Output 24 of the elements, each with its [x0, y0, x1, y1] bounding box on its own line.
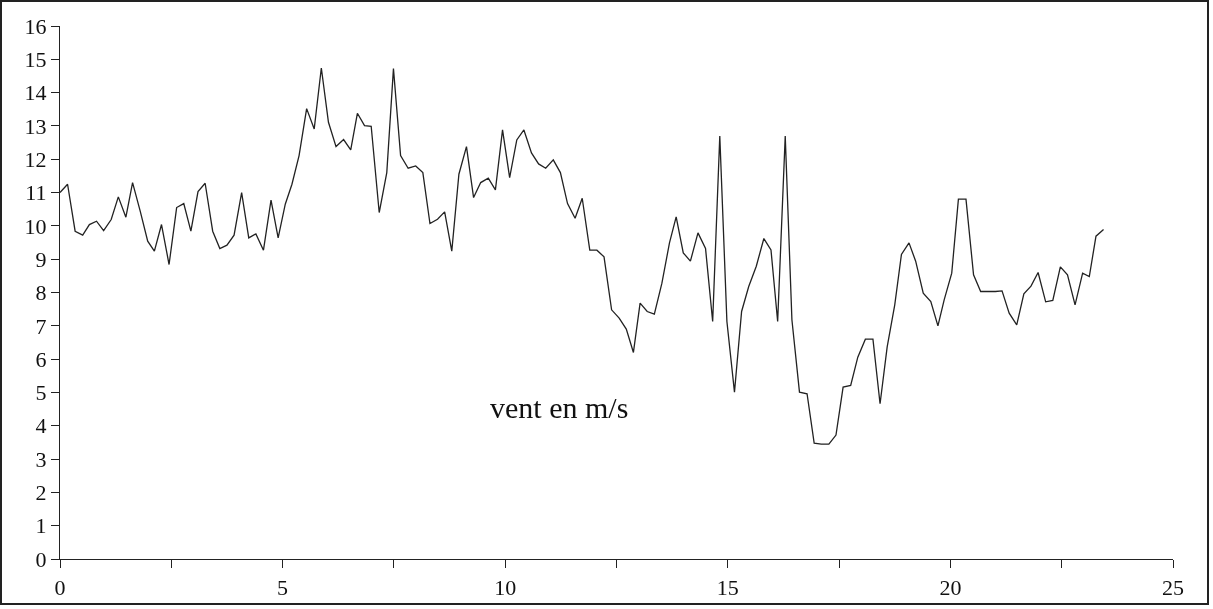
- y-tick-label: 8: [35, 280, 47, 306]
- x-tick-label: 0: [54, 574, 66, 600]
- x-tick-label: 10: [494, 574, 517, 600]
- y-tick-label: 12: [24, 146, 47, 172]
- x-tick-label: 25: [1162, 574, 1184, 600]
- y-tick-label: 11: [25, 180, 47, 206]
- y-tick-label: 15: [24, 47, 47, 73]
- y-tick-label: 4: [35, 413, 47, 439]
- x-tick-label: 15: [716, 574, 739, 600]
- y-tick-label: 1: [35, 513, 47, 539]
- y-tick-label: 14: [24, 80, 47, 106]
- y-tick-label: 16: [24, 13, 47, 39]
- y-tick-label: 3: [35, 446, 47, 472]
- annotation: vent en m/s: [490, 391, 629, 424]
- y-tick-label: 5: [35, 380, 47, 406]
- y-tick-label: 10: [24, 213, 47, 239]
- y-tick-label: 7: [35, 313, 47, 339]
- y-tick-label: 13: [24, 113, 47, 139]
- x-tick-label: 20: [939, 574, 962, 600]
- y-tick-label: 6: [35, 346, 47, 372]
- y-tick-label: 0: [35, 546, 47, 572]
- y-tick-label: 2: [35, 480, 47, 506]
- x-tick-label: 5: [277, 574, 289, 600]
- y-tick-label: 9: [35, 246, 47, 272]
